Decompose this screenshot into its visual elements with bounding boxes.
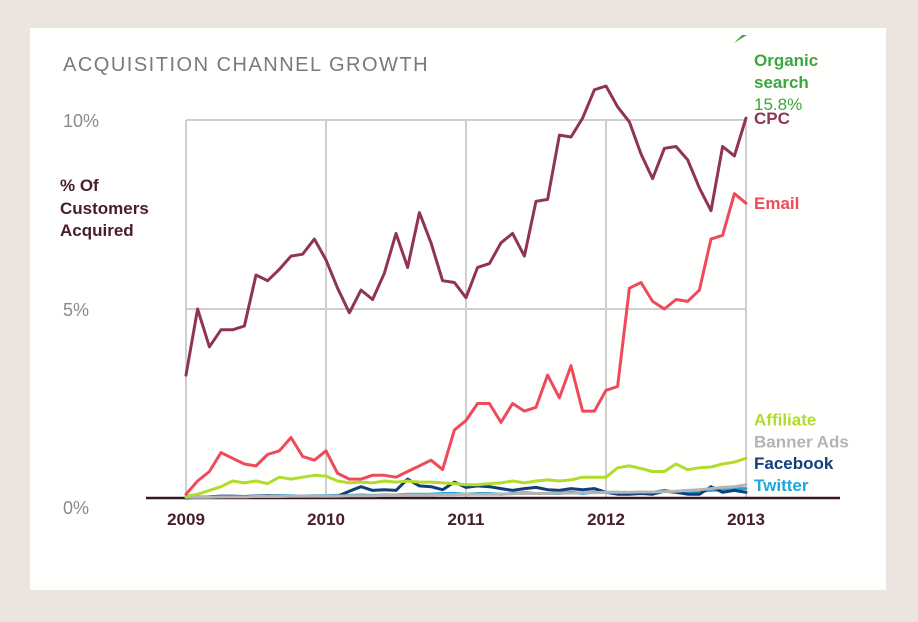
y-axis-label-line-3: Acquired — [60, 221, 134, 240]
up-arrow-icon — [734, 35, 747, 43]
chart-card: ACQUISITION CHANNEL GROWTH % Of Customer… — [30, 28, 886, 590]
series-line-banner-ads — [184, 483, 748, 499]
organic-search-annotation: Organic search 15.8% — [734, 35, 818, 114]
series-line-email — [184, 192, 748, 496]
x-tick-labels: 2009 2010 2011 2012 2013 — [167, 510, 765, 529]
y-tick-label: 10% — [63, 111, 99, 131]
x-tick-label: 2012 — [587, 510, 625, 529]
series-label-cpc: CPC — [754, 109, 790, 128]
series-label-facebook: Facebook — [754, 454, 834, 473]
grid — [146, 119, 840, 500]
y-tick-labels: 0% 5% 10% — [63, 111, 99, 518]
x-tick-label: 2010 — [307, 510, 345, 529]
series-label-twitter: Twitter — [754, 476, 809, 495]
y-tick-label: 5% — [63, 300, 89, 320]
series-lines — [184, 84, 748, 500]
chart-title: ACQUISITION CHANNEL GROWTH — [63, 54, 429, 76]
x-tick-label: 2011 — [448, 510, 485, 529]
series-label-email: Email — [754, 194, 799, 213]
y-axis-label-line-2: Customers — [60, 199, 149, 218]
organic-search-label-line-2: search — [754, 73, 809, 92]
series-line-cpc — [184, 84, 748, 377]
organic-search-label-line-1: Organic — [754, 51, 818, 70]
y-axis-label-line-1: % Of — [60, 176, 99, 195]
series-end-labels: CPC Email Affiliate Banner Ads Facebook Twitt… — [754, 109, 849, 495]
chart: ACQUISITION CHANNEL GROWTH % Of Customer… — [60, 35, 849, 529]
x-tick-label: 2009 — [167, 510, 205, 529]
x-tick-label: 2013 — [727, 510, 765, 529]
organic-search-value: 15.8% — [754, 95, 802, 114]
y-axis-label: % Of Customers Acquired — [60, 176, 149, 240]
series-line-affiliate — [184, 456, 748, 498]
series-label-banner-ads: Banner Ads — [754, 432, 849, 451]
series-label-affiliate: Affiliate — [754, 410, 816, 429]
y-tick-label: 0% — [63, 498, 89, 518]
